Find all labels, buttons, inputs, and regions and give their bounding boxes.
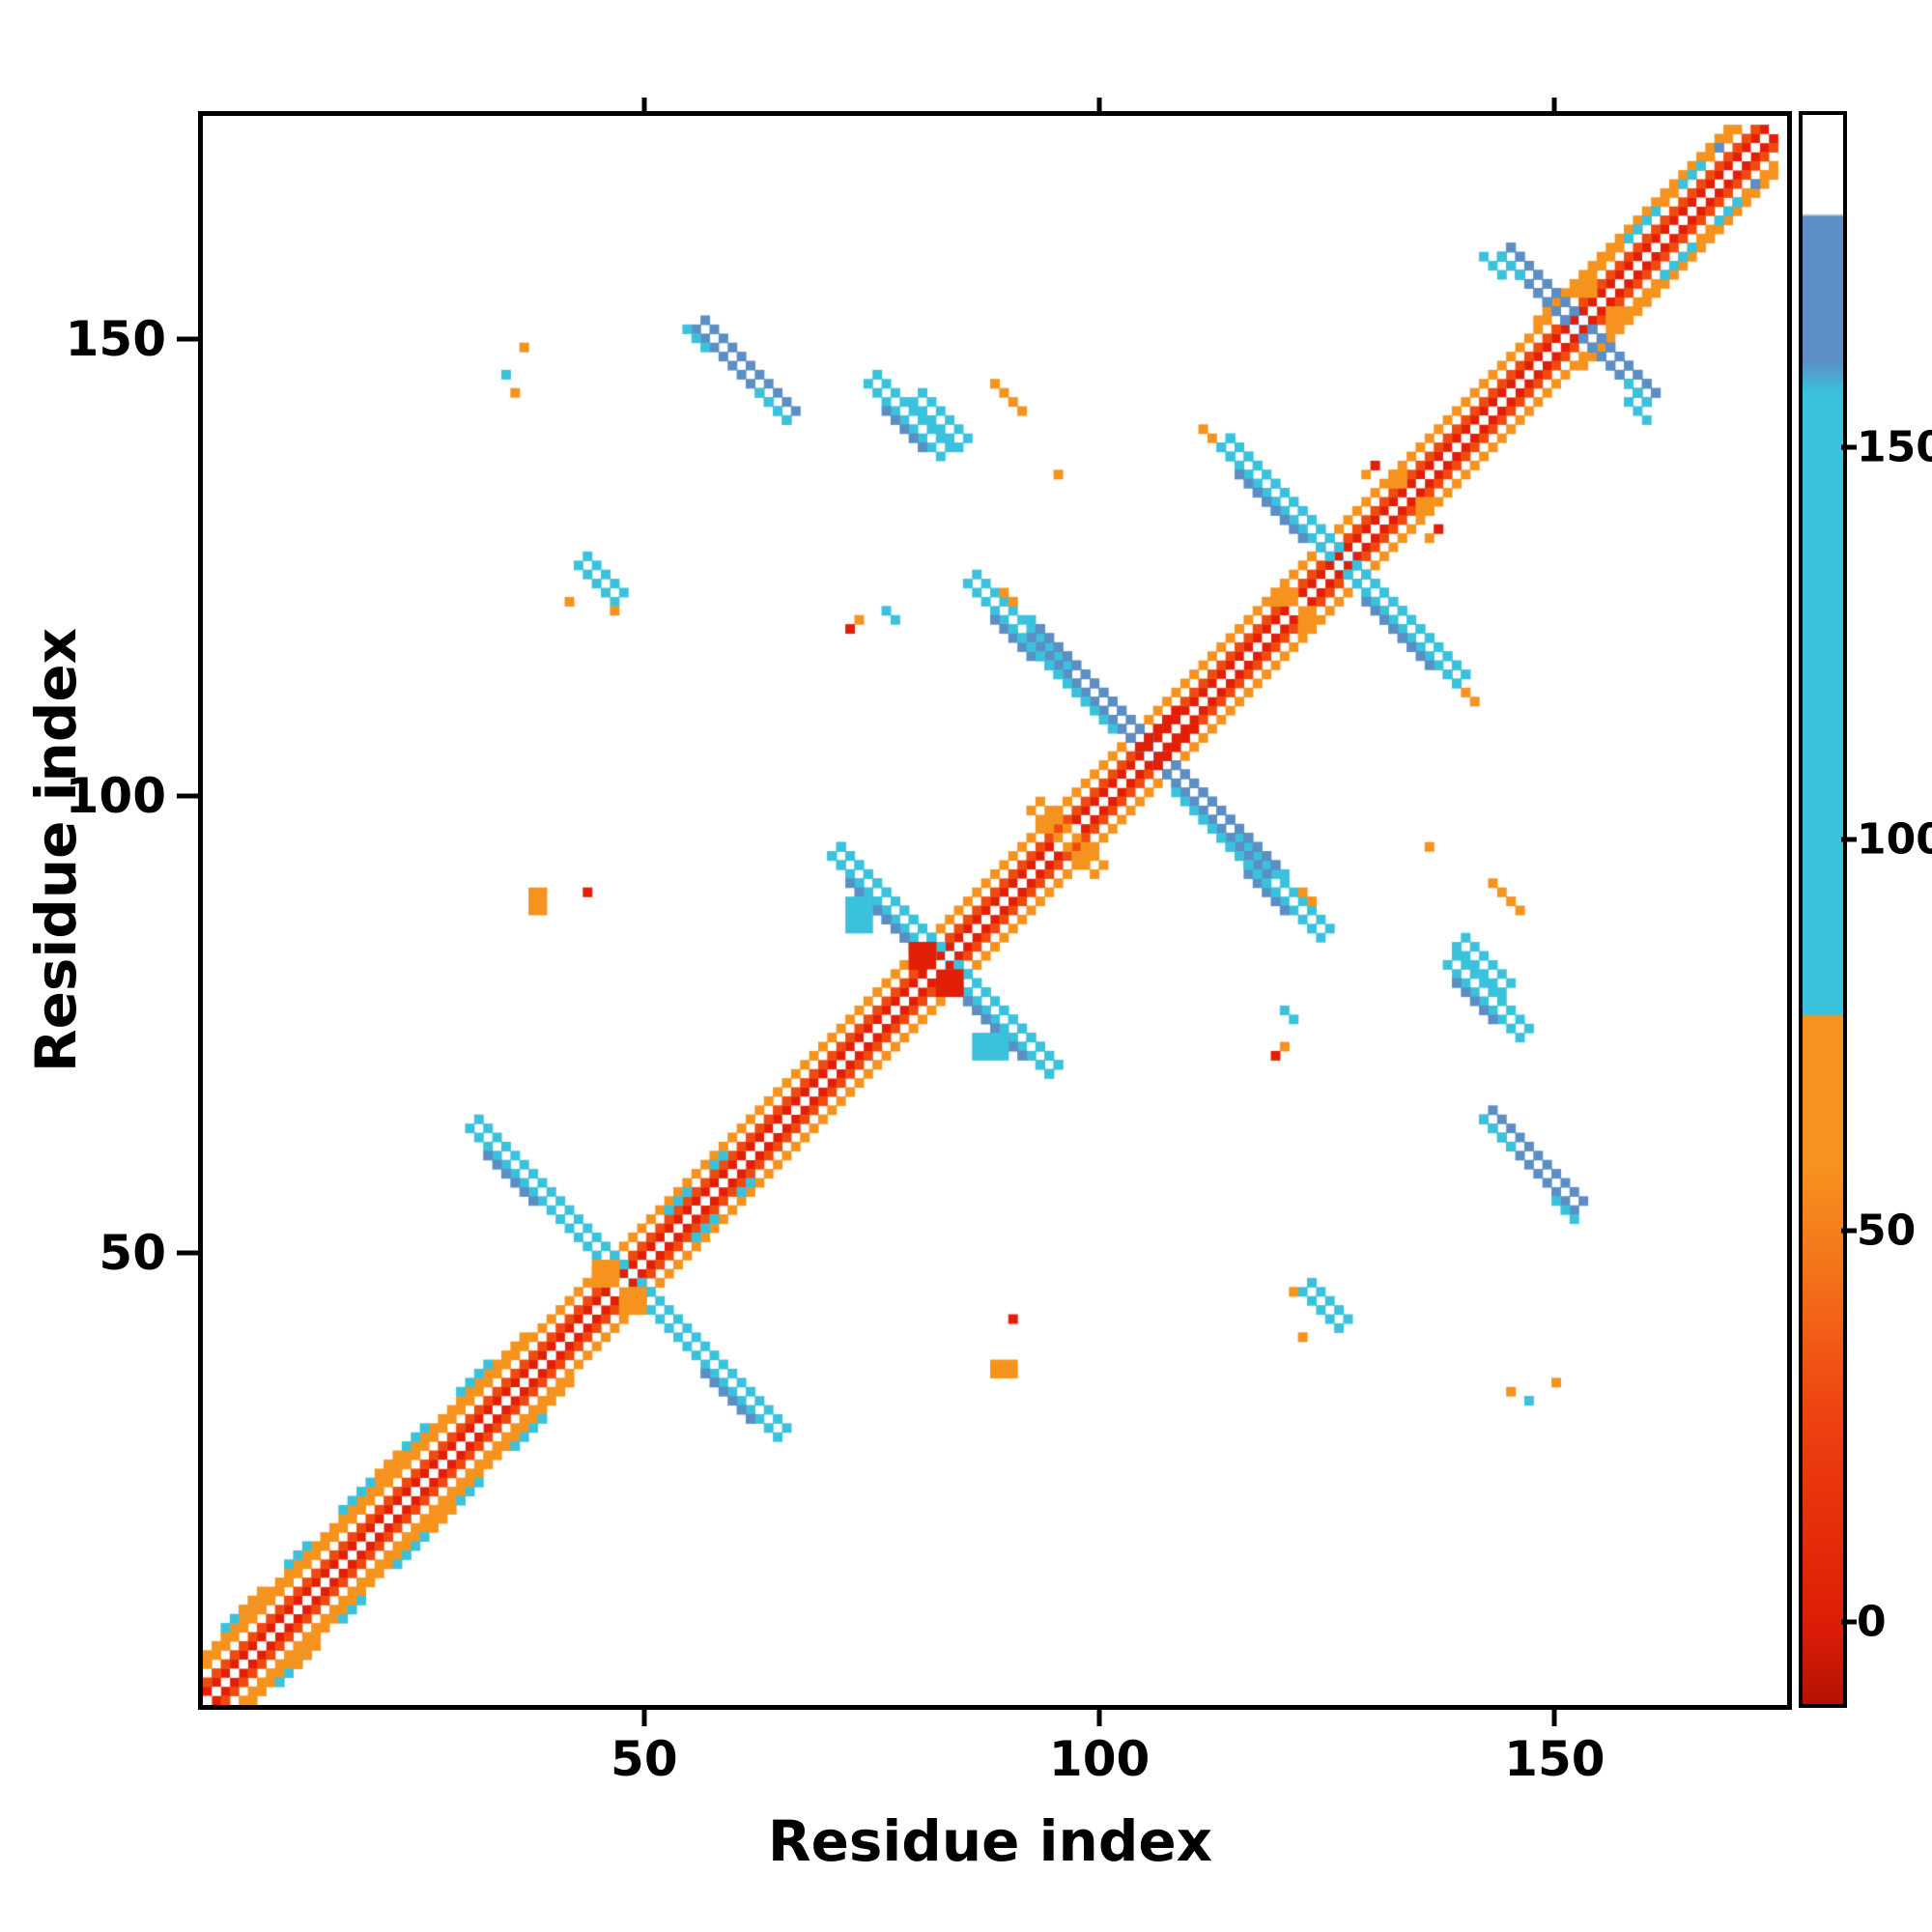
x-tick-label: 100	[1048, 1731, 1151, 1787]
x-tick-mark-top	[641, 98, 647, 111]
x-tick-mark	[1096, 1705, 1102, 1726]
y-tick-mark	[177, 336, 198, 342]
y-axis-label: Residue index	[23, 627, 89, 1073]
colorbar-tick-label: 100	[1857, 814, 1932, 865]
y-tick-label: 100	[65, 768, 166, 825]
colorbar-tick-mark	[1841, 1228, 1857, 1234]
colorbar-tick-label: 150	[1857, 422, 1932, 472]
colorbar-tick-mark	[1841, 444, 1857, 450]
y-tick-mark	[177, 1250, 198, 1256]
contact-map-canvas	[203, 116, 1787, 1705]
colorbar-gradient	[1803, 115, 1843, 1704]
x-tick-mark	[641, 1705, 647, 1726]
colorbar	[1799, 111, 1847, 1708]
colorbar-tick-mark	[1841, 837, 1857, 842]
colorbar-tick-label: 50	[1857, 1206, 1917, 1256]
x-tick-mark	[1551, 1705, 1557, 1726]
x-tick-mark-top	[1096, 98, 1102, 111]
x-tick-label: 50	[611, 1731, 678, 1787]
x-tick-label: 150	[1504, 1731, 1605, 1787]
colorbar-tick-label: 0	[1857, 1597, 1887, 1647]
x-tick-mark-top	[1551, 98, 1557, 111]
plot-area	[198, 111, 1792, 1710]
y-tick-label: 50	[99, 1224, 166, 1281]
y-tick-label: 150	[65, 311, 166, 368]
colorbar-tick-mark	[1841, 1619, 1857, 1625]
x-axis-label: Residue index	[767, 1808, 1213, 1874]
y-tick-mark	[177, 793, 198, 799]
